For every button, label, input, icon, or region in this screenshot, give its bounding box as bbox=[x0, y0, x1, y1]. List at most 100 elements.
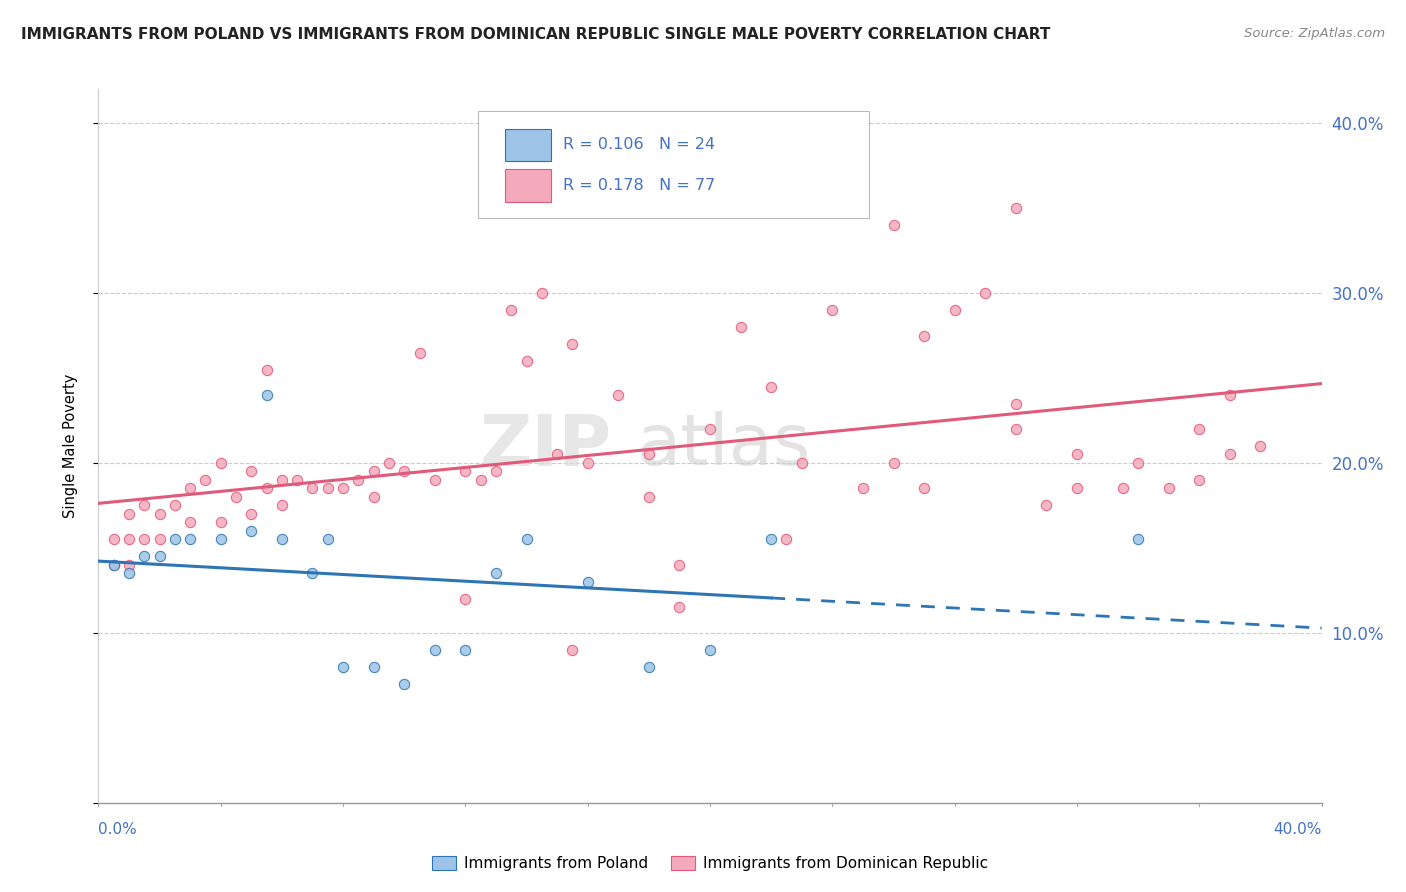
Point bbox=[179, 516, 201, 530]
Point bbox=[485, 465, 508, 479]
Point bbox=[1219, 388, 1241, 402]
Point bbox=[852, 482, 875, 496]
Point bbox=[561, 337, 583, 351]
Point bbox=[454, 465, 477, 479]
Text: 0.0%: 0.0% bbox=[98, 822, 138, 837]
Point bbox=[240, 465, 263, 479]
Point bbox=[270, 533, 292, 547]
Point bbox=[209, 516, 232, 530]
Point bbox=[256, 362, 278, 376]
Point bbox=[118, 558, 141, 572]
Point bbox=[118, 533, 141, 547]
Point bbox=[134, 499, 156, 513]
Point bbox=[1219, 448, 1241, 462]
Point bbox=[423, 473, 446, 487]
Point bbox=[301, 566, 323, 581]
Point bbox=[546, 448, 568, 462]
Point bbox=[149, 533, 172, 547]
Point bbox=[454, 643, 477, 657]
Point bbox=[730, 320, 752, 334]
Point bbox=[103, 558, 125, 572]
Text: atlas: atlas bbox=[637, 411, 811, 481]
Point bbox=[270, 499, 292, 513]
Point bbox=[240, 524, 263, 538]
Legend: Immigrants from Poland, Immigrants from Dominican Republic: Immigrants from Poland, Immigrants from … bbox=[426, 850, 994, 877]
Point bbox=[943, 303, 966, 318]
Point bbox=[516, 354, 538, 368]
Point bbox=[423, 643, 446, 657]
Point bbox=[301, 482, 323, 496]
Point bbox=[256, 388, 278, 402]
Point bbox=[240, 507, 263, 521]
Point bbox=[1188, 473, 1211, 487]
Point bbox=[134, 533, 156, 547]
Point bbox=[1066, 448, 1088, 462]
Point bbox=[1157, 482, 1180, 496]
Point bbox=[530, 286, 553, 301]
Point bbox=[1004, 396, 1026, 410]
Point bbox=[285, 473, 308, 487]
Point bbox=[883, 456, 905, 470]
Point bbox=[408, 345, 430, 359]
Point bbox=[118, 507, 141, 521]
Point bbox=[912, 328, 935, 343]
Point bbox=[363, 660, 385, 674]
Point bbox=[392, 677, 416, 691]
Point bbox=[1128, 456, 1150, 470]
Point bbox=[516, 533, 538, 547]
Point bbox=[179, 533, 201, 547]
Point bbox=[149, 507, 172, 521]
Point bbox=[103, 558, 125, 572]
Point bbox=[332, 660, 354, 674]
Text: R = 0.106   N = 24: R = 0.106 N = 24 bbox=[564, 137, 716, 153]
Point bbox=[637, 448, 661, 462]
Point bbox=[637, 660, 661, 674]
Point bbox=[1035, 499, 1057, 513]
FancyBboxPatch shape bbox=[478, 111, 869, 218]
Point bbox=[607, 388, 630, 402]
Point bbox=[1249, 439, 1271, 453]
Point bbox=[103, 533, 125, 547]
Point bbox=[332, 482, 354, 496]
Bar bbox=[505, 128, 551, 161]
Point bbox=[470, 473, 492, 487]
Point bbox=[883, 218, 905, 232]
Point bbox=[912, 482, 935, 496]
Point bbox=[1112, 482, 1135, 496]
Point bbox=[561, 643, 583, 657]
Point bbox=[775, 533, 797, 547]
Point bbox=[1066, 482, 1088, 496]
Point bbox=[576, 574, 599, 589]
Point bbox=[501, 303, 523, 318]
Text: ZIP: ZIP bbox=[479, 411, 612, 481]
Point bbox=[1128, 533, 1150, 547]
Point bbox=[1004, 422, 1026, 436]
Point bbox=[1004, 201, 1026, 215]
Point bbox=[637, 490, 661, 504]
Point bbox=[378, 456, 401, 470]
Point bbox=[699, 422, 721, 436]
Point bbox=[576, 456, 599, 470]
Text: Source: ZipAtlas.com: Source: ZipAtlas.com bbox=[1244, 27, 1385, 40]
Text: IMMIGRANTS FROM POLAND VS IMMIGRANTS FROM DOMINICAN REPUBLIC SINGLE MALE POVERTY: IMMIGRANTS FROM POLAND VS IMMIGRANTS FRO… bbox=[21, 27, 1050, 42]
Point bbox=[256, 482, 278, 496]
Point bbox=[134, 549, 156, 564]
Point bbox=[209, 456, 232, 470]
Point bbox=[485, 566, 508, 581]
Point bbox=[392, 465, 416, 479]
Point bbox=[163, 499, 186, 513]
Text: 40.0%: 40.0% bbox=[1274, 822, 1322, 837]
Point bbox=[821, 184, 844, 198]
Point bbox=[974, 286, 997, 301]
Point bbox=[699, 643, 721, 657]
Point bbox=[347, 473, 370, 487]
Point bbox=[225, 490, 247, 504]
Point bbox=[209, 533, 232, 547]
Point bbox=[194, 473, 217, 487]
Point bbox=[668, 600, 690, 615]
Point bbox=[363, 490, 385, 504]
Point bbox=[316, 482, 339, 496]
Point bbox=[1188, 422, 1211, 436]
Point bbox=[363, 465, 385, 479]
Point bbox=[790, 456, 813, 470]
